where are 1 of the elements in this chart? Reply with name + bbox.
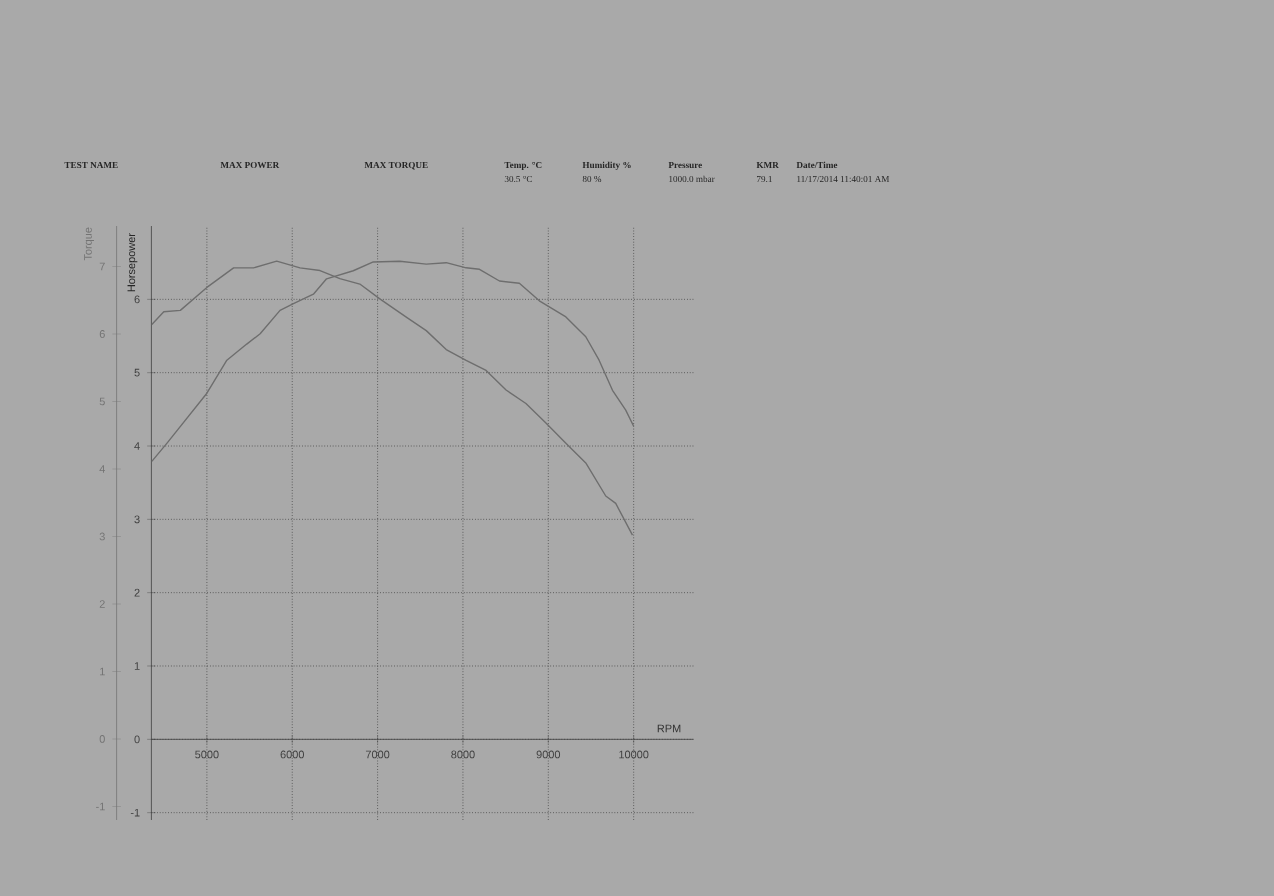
- line-series: [151, 260, 634, 536]
